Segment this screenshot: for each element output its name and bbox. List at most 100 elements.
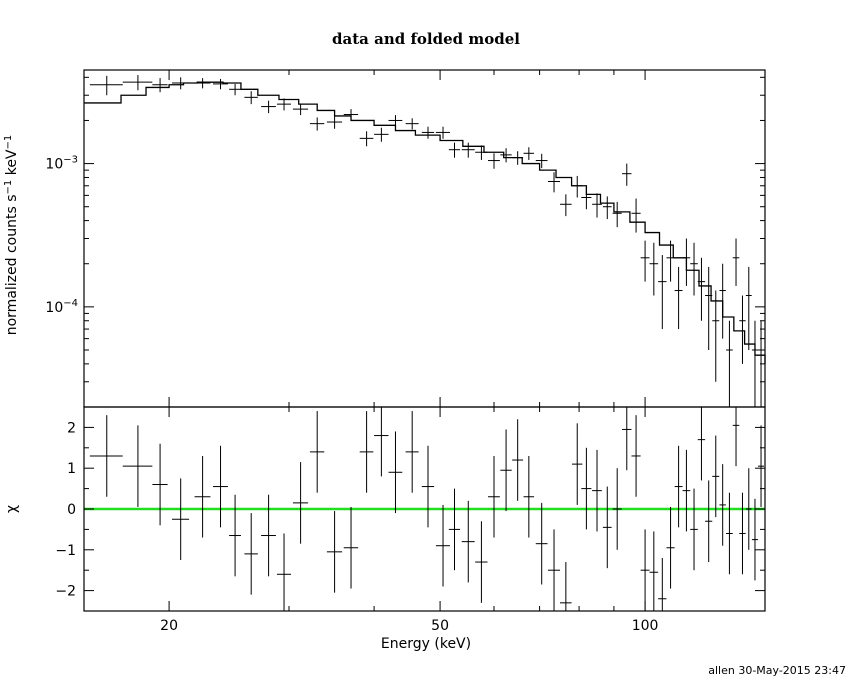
residual-point [488, 455, 500, 538]
data-point [89, 75, 123, 96]
data-point [343, 109, 359, 121]
residual-point [212, 445, 228, 528]
top-y-tick-labels: 10−3 10−4 [45, 155, 78, 316]
data-point [666, 240, 675, 282]
residual-point [658, 557, 667, 611]
data-point [292, 103, 309, 116]
data-point [571, 175, 583, 198]
y-tick-label: 0 [67, 502, 76, 518]
residual-point [276, 533, 291, 611]
residual-point [682, 449, 691, 532]
y-tick-label: 10−4 [45, 298, 78, 316]
residual-point [631, 415, 641, 497]
data-point [512, 151, 524, 165]
data-point [276, 98, 291, 111]
residual-point [388, 431, 403, 514]
data-point [719, 263, 726, 339]
residual-point [571, 423, 583, 505]
residual-point [559, 562, 572, 611]
data-point [622, 163, 632, 186]
residual-point [739, 492, 746, 575]
data-point [461, 142, 475, 158]
residual-point [461, 500, 475, 583]
residual-point [674, 445, 683, 528]
residual-point [512, 419, 524, 501]
data-point [535, 153, 548, 169]
residual-point [732, 407, 740, 467]
data-point [602, 196, 612, 220]
x-tick-labels: 20 50 100 [160, 618, 658, 634]
residual-point [500, 429, 512, 512]
bottom-panel-frame [83, 406, 766, 612]
data-point [359, 131, 374, 147]
residual-point [612, 468, 622, 550]
spectrum-panel: 10−3 10−4 [45, 69, 766, 408]
data-point [640, 240, 650, 282]
data-point [212, 78, 228, 90]
data-point [435, 126, 450, 139]
data-point [631, 198, 641, 233]
residual-point [359, 411, 374, 493]
top-panel-ticks [84, 70, 765, 408]
x-tick-label: 20 [160, 618, 178, 634]
residual-point [261, 494, 276, 577]
y-tick-label: 10−3 [45, 155, 78, 173]
y-tick-label: 1 [67, 461, 76, 477]
bottom-y-tick-labels: 2 1 0 −1 −2 [55, 420, 76, 599]
data-point [697, 257, 706, 321]
residual-point [751, 498, 759, 581]
residual-point [309, 411, 325, 493]
x-axis-label: Energy (keV) [381, 636, 471, 652]
data-point [612, 201, 622, 228]
data-point [581, 187, 592, 210]
data-point [500, 148, 512, 163]
residual-point [745, 468, 752, 550]
top-panel-frame [83, 69, 766, 408]
residual-point [172, 478, 190, 560]
data-point [523, 147, 535, 160]
folded-model-series [84, 81, 766, 364]
residual-point [758, 425, 765, 507]
data-point [732, 238, 740, 286]
data-point [172, 77, 190, 90]
residual-point [374, 407, 389, 477]
data-point [475, 145, 488, 160]
data-point [649, 242, 659, 296]
residual-panel: 2 1 0 −1 −2 20 50 100 [55, 406, 766, 634]
data-point [682, 238, 691, 286]
data-series [89, 75, 765, 407]
residual-point [343, 506, 359, 589]
y-tick-label: −1 [55, 543, 76, 559]
data-point [488, 153, 500, 169]
residual-point [535, 502, 548, 585]
residual-point [435, 504, 450, 587]
residual-series [89, 407, 765, 611]
data-point [244, 91, 258, 105]
residual-point [602, 486, 612, 569]
data-point [374, 127, 389, 142]
data-point [309, 117, 325, 131]
data-point [388, 115, 403, 127]
data-point [705, 266, 713, 350]
bottom-y-axis-label: χ [4, 505, 20, 513]
y-tick-label: 2 [67, 420, 76, 436]
residual-point [640, 529, 650, 611]
footer-timestamp: allen 30-May-2015 23:47 [708, 664, 846, 677]
data-point [559, 194, 572, 217]
residual-point [705, 480, 713, 563]
data-point [261, 100, 276, 114]
data-point [592, 193, 602, 218]
data-point [739, 295, 746, 364]
residual-point [712, 435, 720, 518]
data-point [658, 255, 667, 330]
residual-point [122, 425, 153, 507]
residual-point [726, 492, 733, 575]
residual-point [475, 521, 488, 603]
residual-point [622, 407, 632, 471]
data-point [194, 78, 211, 89]
x-tick-label: 100 [632, 618, 659, 634]
residual-point [152, 443, 168, 526]
x-tick-label: 50 [431, 618, 449, 634]
data-point [726, 320, 733, 407]
